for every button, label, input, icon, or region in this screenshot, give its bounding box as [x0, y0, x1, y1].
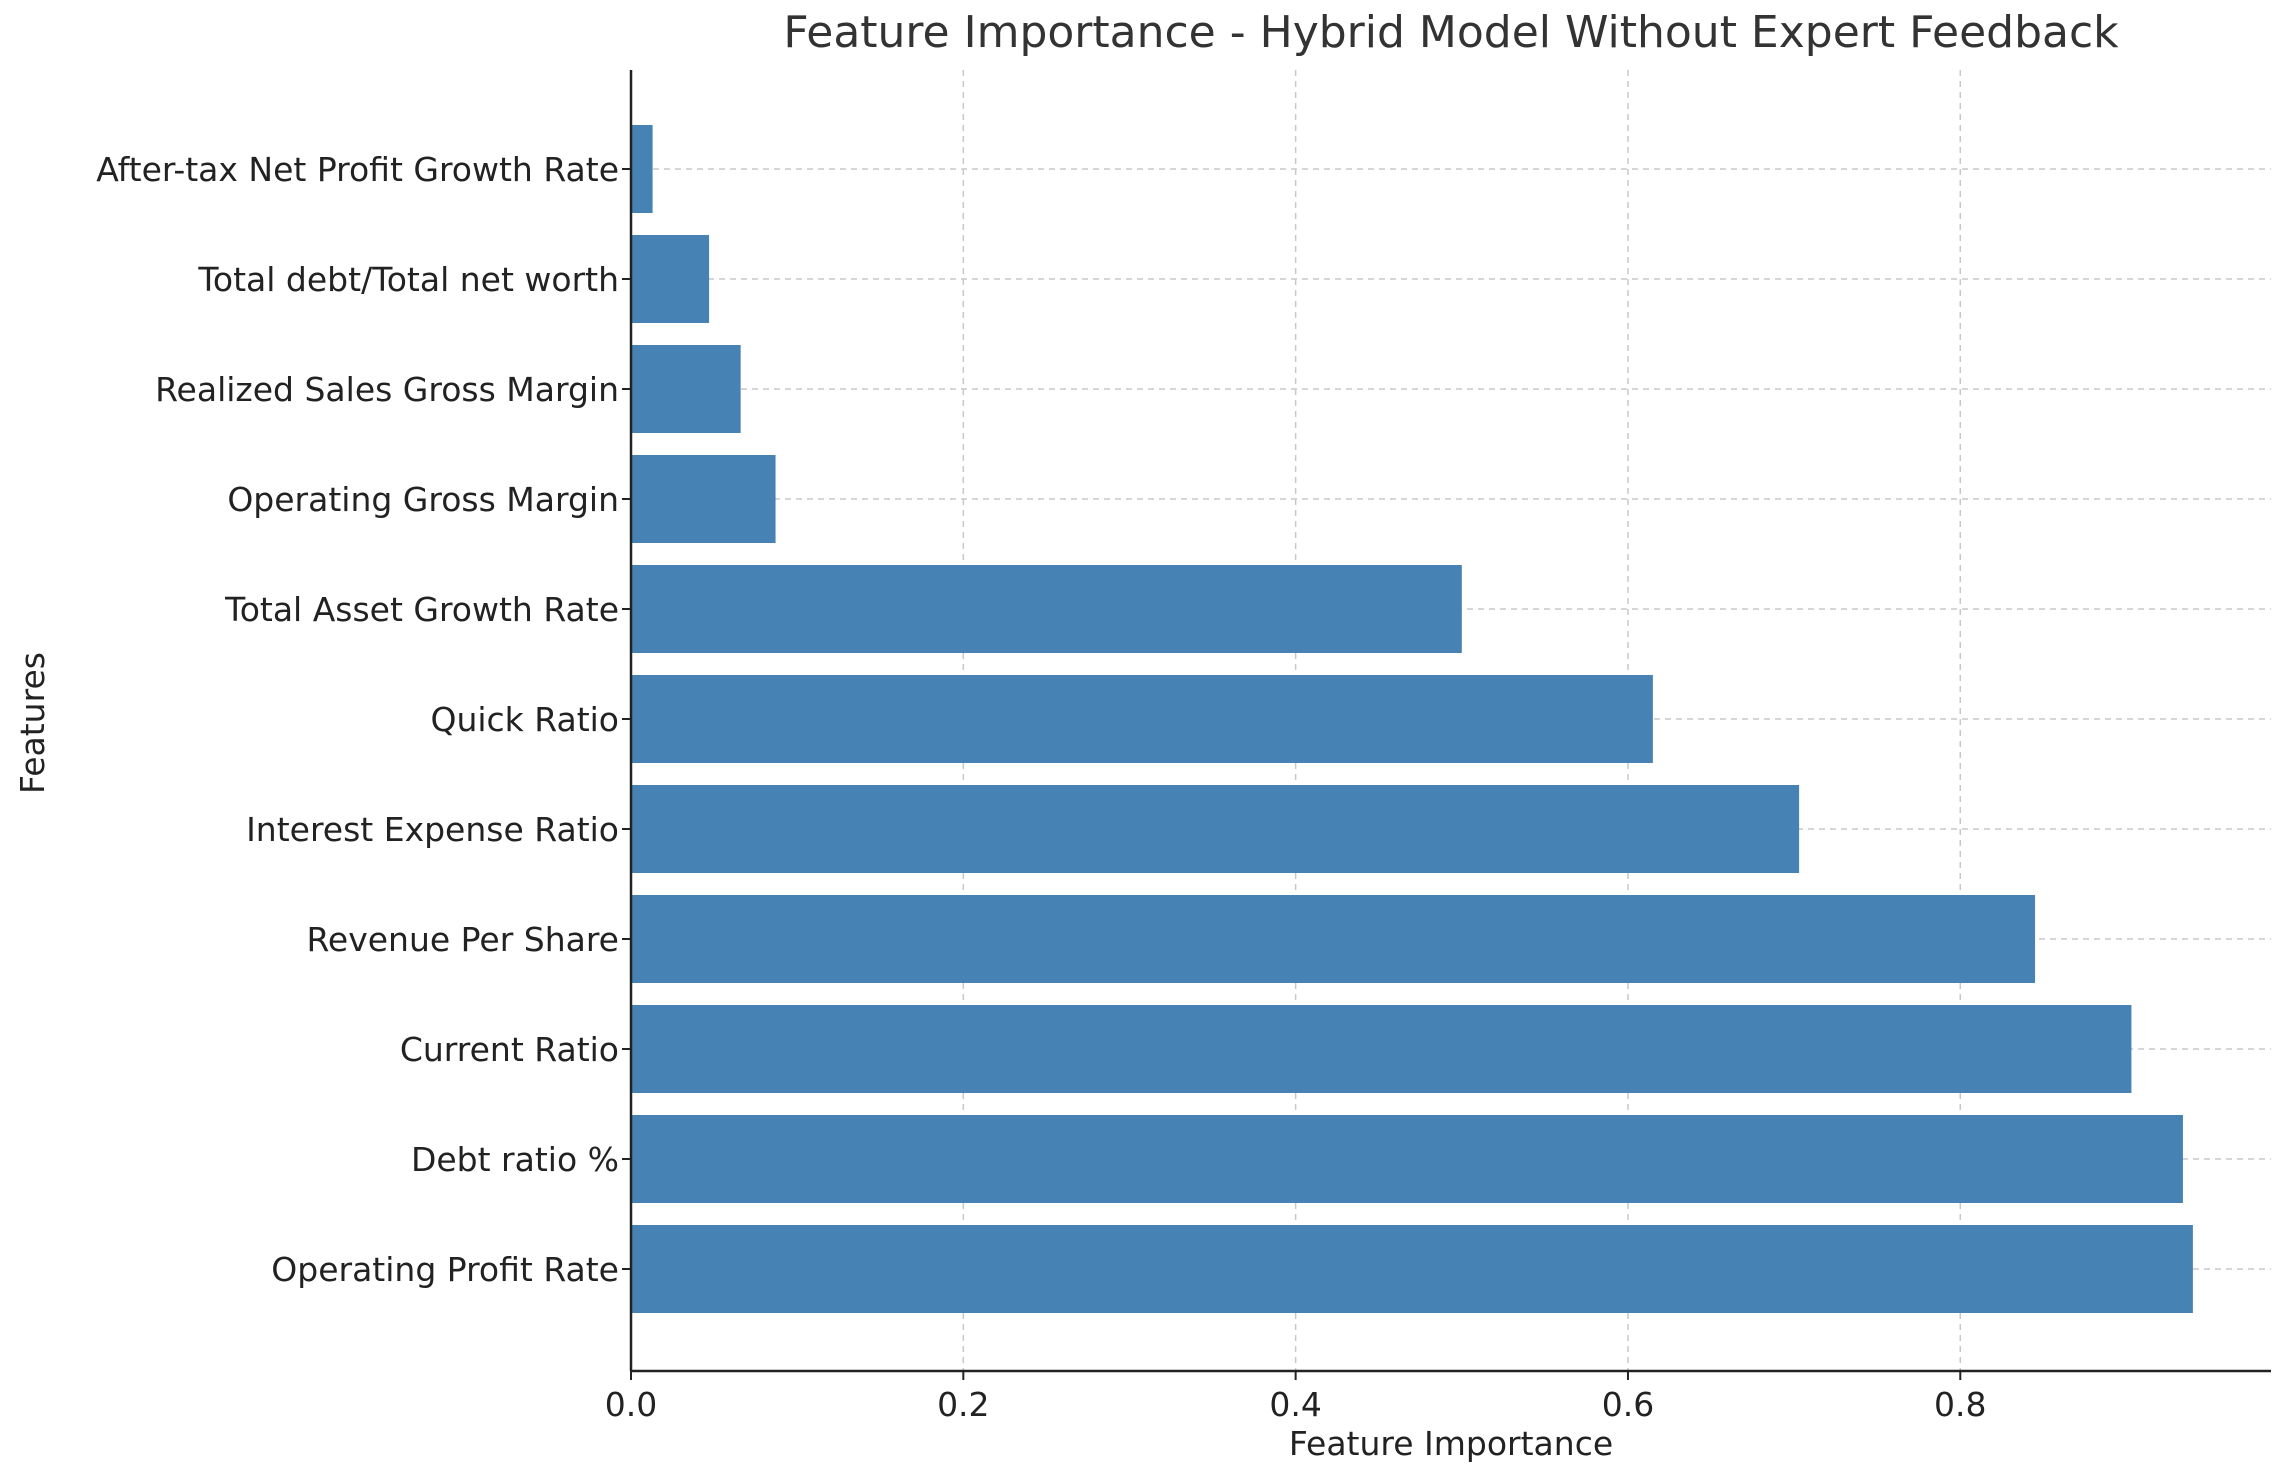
- y-tick-label: Revenue Per Share: [306, 920, 619, 959]
- y-tick-label: Total debt/Total net worth: [197, 260, 619, 299]
- y-tick-label: Realized Sales Gross Margin: [155, 370, 619, 409]
- bar: [631, 1115, 2183, 1203]
- y-axis-label: Features: [13, 652, 52, 794]
- bar: [631, 345, 741, 433]
- bar: [631, 675, 1653, 763]
- bar: [631, 895, 2036, 983]
- tick-labels: 0.0 0.2 0.4 0.6 0.8 Operating Profit Rate Debt…: [96, 150, 1986, 1424]
- y-tick-label: Debt ratio %: [411, 1140, 619, 1179]
- bar: [631, 1225, 2193, 1313]
- bar: [631, 125, 653, 213]
- y-tick-label: Interest Expense Ratio: [246, 810, 619, 849]
- bars: [631, 125, 2193, 1313]
- y-tick-label: Current Ratio: [400, 1030, 619, 1069]
- y-tick-label: Total Asset Growth Rate: [224, 590, 619, 629]
- x-tick-label: 0.8: [1934, 1385, 1986, 1424]
- bar: [631, 565, 1462, 653]
- x-tick-label: 0.6: [1602, 1385, 1654, 1424]
- axes: [622, 70, 2271, 1380]
- y-tick-label: Quick Ratio: [430, 700, 619, 739]
- chart-title: Feature Importance - Hybrid Model Withou…: [783, 7, 2119, 58]
- y-tick-label: After-tax Net Profit Growth Rate: [96, 150, 619, 189]
- bar: [631, 1005, 2132, 1093]
- x-tick-label: 0.2: [937, 1385, 989, 1424]
- y-tick-label: Operating Gross Margin: [227, 480, 619, 519]
- x-axis-label: Feature Importance: [1289, 1424, 1613, 1463]
- bar: [631, 235, 710, 323]
- x-tick-label: 0.4: [1269, 1385, 1321, 1424]
- bar: [631, 785, 1800, 873]
- y-tick-label: Operating Profit Rate: [271, 1250, 619, 1289]
- x-tick-label: 0.0: [605, 1385, 657, 1424]
- bar: [631, 455, 776, 543]
